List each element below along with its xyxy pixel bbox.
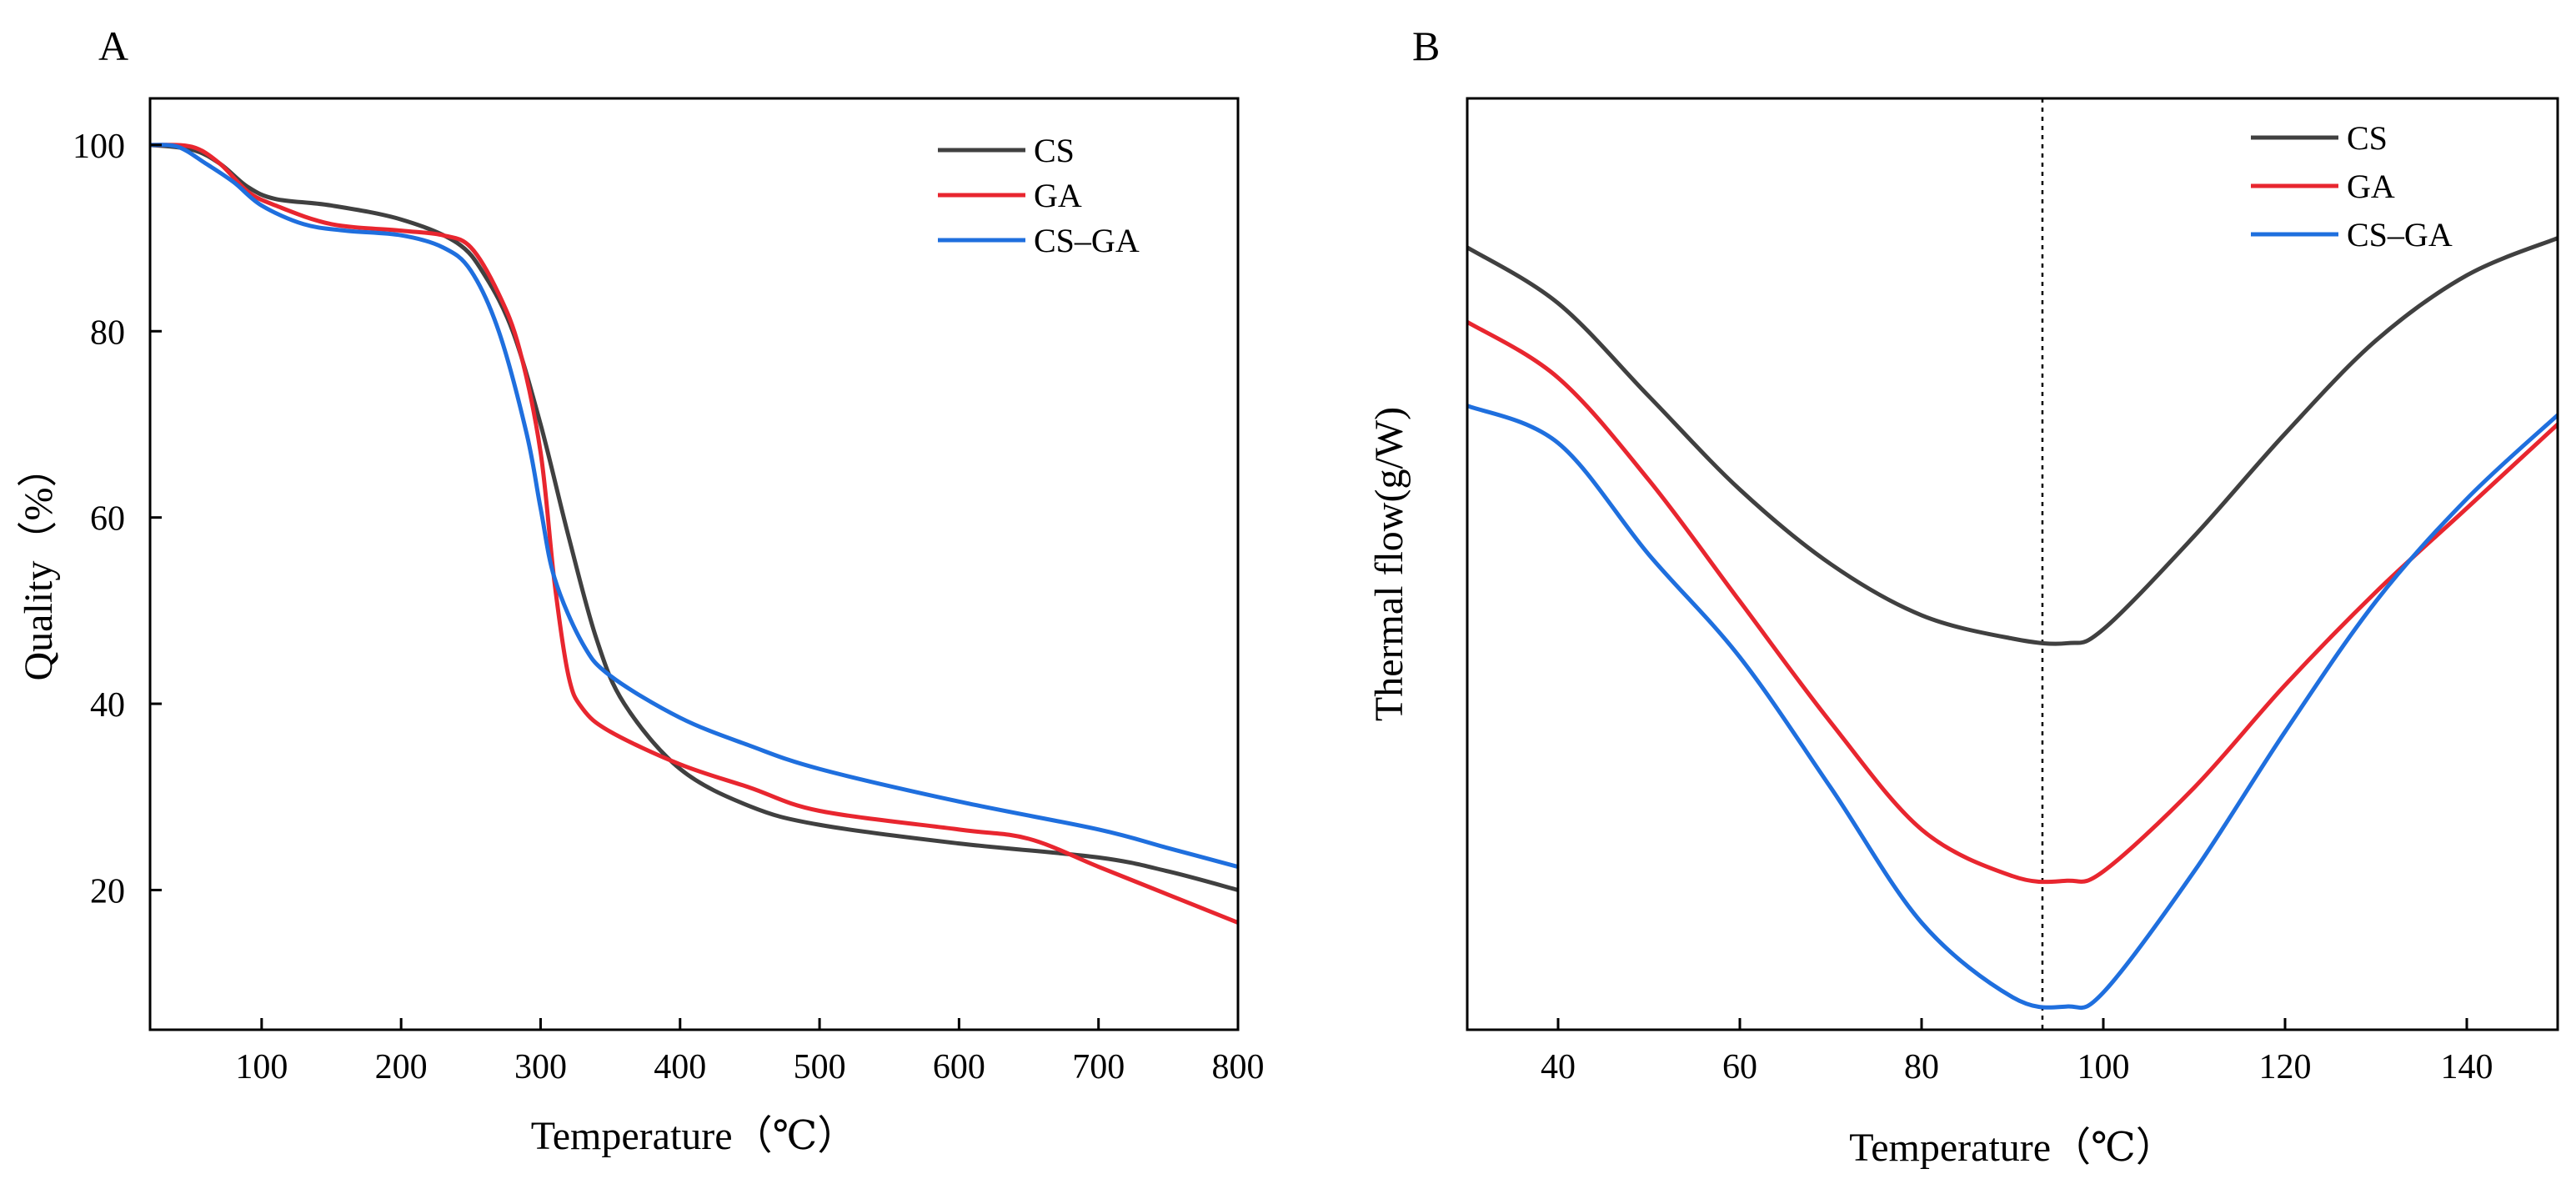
x-tick-label: 700 — [1072, 1048, 1125, 1086]
x-tick-label: 600 — [933, 1048, 985, 1086]
panel-label: B — [1412, 23, 1440, 69]
x-tick-label: 40 — [1541, 1048, 1576, 1086]
y-axis-title: Thermal flow(g/W) — [1367, 407, 1411, 721]
legend-entry: CS — [2347, 119, 2388, 157]
x-tick-label: 100 — [2077, 1048, 2130, 1086]
legend: CS GA CS–GA — [2251, 119, 2453, 253]
legend-entry: GA — [1034, 177, 1082, 214]
series-lines — [1467, 236, 2558, 1011]
legend: CS GA CS–GA — [938, 132, 1140, 259]
x-tick-label: 60 — [1722, 1048, 1757, 1086]
series-line-ga — [1467, 319, 2558, 885]
chart-panel-a: A 100 200 300 400 500 600 700 800 20 40 60 80 100 Temp… — [17, 23, 1265, 1158]
x-tick-label: 100 — [235, 1048, 288, 1086]
x-tick-label: 300 — [514, 1048, 567, 1086]
y-tick-label: 80 — [90, 314, 125, 352]
x-tick-label: 120 — [2259, 1048, 2312, 1086]
x-axis-title: Temperature（℃） — [1849, 1126, 2176, 1170]
x-tick-label: 140 — [2441, 1048, 2493, 1086]
chart-panel-b: B 40 60 80 100 120 140 Temperature（℃） Thermal fl… — [1367, 23, 2559, 1170]
legend-entry: GA — [2347, 168, 2395, 205]
x-tick-label: 800 — [1212, 1048, 1265, 1086]
y-axis-title: Quality（%） — [17, 448, 61, 681]
x-tick-label: 500 — [794, 1048, 846, 1086]
series-line-cs — [150, 143, 1238, 892]
x-tick-label: 400 — [654, 1048, 706, 1086]
plot-frame — [1466, 97, 2559, 1031]
series-lines — [150, 143, 1238, 926]
legend-entry: CS — [1034, 132, 1075, 169]
y-tick-label: 100 — [73, 128, 125, 166]
legend-entry: CS–GA — [2347, 216, 2453, 253]
x-tick-label: 80 — [1904, 1048, 1939, 1086]
legend-entry: CS–GA — [1034, 222, 1140, 259]
series-line-ga — [150, 143, 1238, 926]
y-tick-label: 60 — [90, 500, 125, 539]
x-axis-title: Temperature（℃） — [531, 1114, 858, 1158]
x-tick-label: 200 — [375, 1048, 428, 1086]
y-tick-label: 20 — [90, 872, 125, 911]
plot-frame — [148, 97, 1240, 1031]
series-line-cs-ga — [1467, 404, 2558, 1011]
series-line-cs — [1467, 236, 2558, 646]
y-tick-label: 40 — [90, 686, 125, 725]
series-line-cs-ga — [150, 143, 1238, 870]
panel-label: A — [98, 23, 128, 69]
